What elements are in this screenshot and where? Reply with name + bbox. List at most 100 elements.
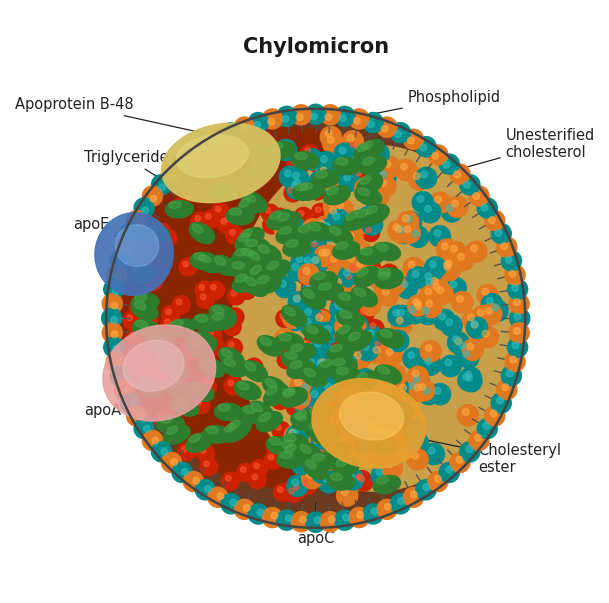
Circle shape: [303, 480, 309, 485]
Circle shape: [328, 209, 349, 230]
Circle shape: [415, 167, 437, 189]
Circle shape: [284, 170, 291, 177]
Ellipse shape: [252, 403, 262, 412]
Circle shape: [259, 136, 265, 141]
Circle shape: [280, 313, 286, 318]
Circle shape: [302, 355, 323, 376]
Circle shape: [359, 393, 364, 399]
Circle shape: [206, 281, 225, 299]
Ellipse shape: [131, 301, 158, 320]
Circle shape: [333, 355, 340, 362]
Circle shape: [334, 305, 355, 327]
Ellipse shape: [346, 331, 372, 351]
Circle shape: [469, 186, 489, 206]
Circle shape: [286, 425, 308, 446]
Circle shape: [333, 244, 354, 265]
Circle shape: [412, 271, 419, 277]
Circle shape: [114, 379, 135, 400]
Ellipse shape: [353, 403, 380, 421]
Ellipse shape: [286, 240, 298, 247]
Ellipse shape: [336, 242, 348, 250]
Ellipse shape: [209, 183, 238, 201]
Circle shape: [334, 394, 340, 399]
Ellipse shape: [254, 275, 281, 294]
Ellipse shape: [354, 288, 365, 297]
Circle shape: [268, 454, 273, 460]
Circle shape: [342, 488, 348, 496]
Circle shape: [114, 237, 135, 257]
Circle shape: [208, 487, 228, 507]
Circle shape: [347, 250, 354, 256]
Circle shape: [421, 171, 428, 178]
Circle shape: [323, 133, 344, 154]
Circle shape: [392, 306, 414, 327]
Ellipse shape: [335, 292, 362, 310]
Circle shape: [339, 147, 346, 154]
Circle shape: [404, 379, 425, 400]
Ellipse shape: [245, 362, 256, 371]
Circle shape: [428, 145, 448, 165]
Circle shape: [367, 186, 389, 207]
Circle shape: [234, 499, 255, 519]
Circle shape: [116, 359, 122, 366]
Circle shape: [460, 371, 482, 392]
Circle shape: [230, 499, 237, 506]
Circle shape: [311, 203, 329, 221]
Circle shape: [463, 310, 484, 332]
Ellipse shape: [333, 157, 360, 175]
Ellipse shape: [199, 254, 211, 263]
Ellipse shape: [176, 135, 248, 177]
Circle shape: [393, 420, 400, 427]
Circle shape: [452, 292, 473, 313]
Circle shape: [512, 285, 518, 291]
Circle shape: [312, 186, 318, 191]
Ellipse shape: [165, 379, 192, 399]
Ellipse shape: [242, 239, 270, 256]
Circle shape: [309, 283, 327, 301]
Ellipse shape: [279, 333, 291, 341]
Circle shape: [443, 162, 450, 168]
Ellipse shape: [158, 350, 186, 367]
Circle shape: [292, 391, 298, 397]
Circle shape: [276, 425, 281, 431]
Circle shape: [424, 206, 431, 212]
Circle shape: [477, 285, 498, 306]
Ellipse shape: [214, 257, 226, 265]
Circle shape: [331, 295, 349, 313]
Circle shape: [289, 488, 294, 494]
Ellipse shape: [375, 365, 401, 384]
Circle shape: [401, 163, 407, 170]
Circle shape: [155, 351, 174, 369]
Ellipse shape: [382, 403, 393, 411]
Circle shape: [333, 361, 351, 379]
Ellipse shape: [132, 320, 160, 338]
Circle shape: [363, 182, 370, 188]
Circle shape: [412, 437, 419, 443]
Circle shape: [412, 370, 419, 377]
Ellipse shape: [379, 268, 391, 276]
Circle shape: [295, 394, 316, 415]
Circle shape: [322, 453, 328, 459]
Circle shape: [373, 399, 394, 420]
Circle shape: [172, 463, 192, 482]
Circle shape: [120, 393, 140, 413]
Ellipse shape: [252, 159, 262, 167]
Circle shape: [414, 384, 421, 391]
Circle shape: [338, 160, 345, 167]
Circle shape: [350, 321, 356, 327]
Circle shape: [228, 342, 234, 347]
Circle shape: [463, 182, 470, 188]
Circle shape: [407, 366, 429, 388]
Ellipse shape: [212, 313, 224, 320]
Circle shape: [286, 219, 308, 240]
Circle shape: [325, 326, 331, 332]
Circle shape: [242, 285, 248, 290]
Ellipse shape: [142, 226, 169, 243]
Ellipse shape: [166, 426, 178, 434]
Circle shape: [184, 183, 202, 201]
Circle shape: [331, 390, 348, 408]
Circle shape: [320, 450, 325, 455]
Ellipse shape: [172, 397, 199, 416]
Circle shape: [331, 311, 351, 332]
Ellipse shape: [166, 361, 177, 370]
